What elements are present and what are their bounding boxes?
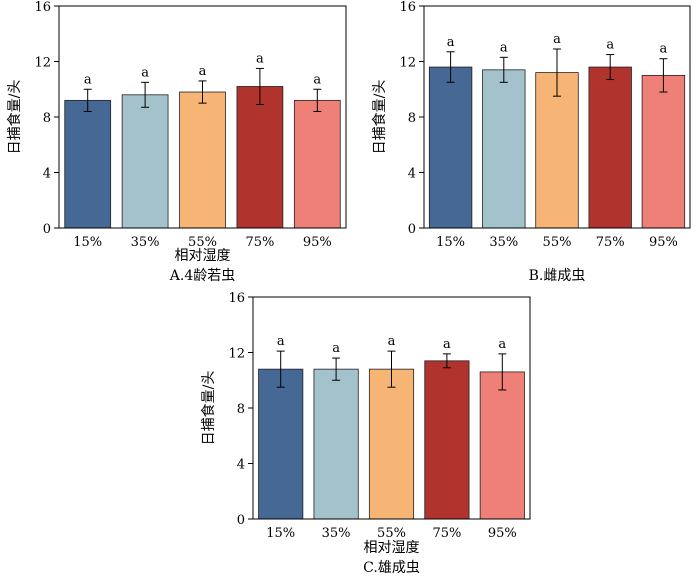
y-axis-title: 日捕食量/头 — [200, 371, 217, 446]
significance-label: a — [199, 64, 207, 79]
y-tick-label: 0 — [237, 513, 245, 528]
x-tick-label: 75% — [245, 235, 274, 250]
y-tick-label: 4 — [237, 458, 245, 473]
panel-caption: C.雄成虫 — [363, 560, 420, 576]
significance-label: a — [332, 341, 340, 356]
x-tick-label: 55% — [188, 235, 217, 250]
x-tick-label: 15% — [73, 235, 102, 250]
x-tick-label: 95% — [488, 526, 517, 541]
y-axis-title: 日捕食量/头 — [371, 80, 388, 155]
y-tick-label: 8 — [43, 111, 51, 126]
x-tick-label: 35% — [131, 235, 160, 250]
x-axis-title: 相对湿度 — [364, 540, 420, 556]
significance-label: a — [660, 42, 668, 57]
y-tick-label: 4 — [43, 167, 51, 182]
y-tick-label: 16 — [228, 291, 245, 306]
bar — [424, 360, 470, 520]
significance-label: a — [606, 38, 614, 53]
x-tick-label: 55% — [543, 235, 572, 250]
bar — [482, 69, 526, 229]
y-tick-label: 16 — [34, 0, 51, 15]
significance-label: a — [84, 72, 92, 87]
significance-label: a — [500, 40, 508, 55]
y-tick-label: 4 — [408, 167, 416, 182]
significance-label: a — [277, 334, 285, 349]
significance-label: a — [388, 334, 396, 349]
y-tick-label: 16 — [399, 0, 416, 15]
chart-panel-b: 0 4 8 12 16 a 15% a 35% a 55% a 75% a 95% 日捕食量/头 B.雌成虫 — [371, 0, 691, 284]
plot-frame — [252, 296, 531, 520]
y-tick-label: 12 — [399, 56, 416, 71]
x-tick-label: 35% — [489, 235, 518, 250]
bar — [313, 368, 359, 520]
significance-label: a — [313, 72, 321, 87]
plot-frame — [423, 5, 691, 229]
y-tick-label: 8 — [408, 111, 416, 126]
bar — [368, 368, 415, 520]
y-tick-label: 0 — [408, 222, 416, 237]
x-tick-label: 75% — [432, 526, 461, 541]
y-tick-label: 12 — [34, 56, 51, 71]
significance-label: a — [553, 32, 561, 47]
x-tick-label: 95% — [649, 235, 678, 250]
significance-label: a — [498, 337, 506, 352]
x-axis-title: 相对湿度 — [175, 248, 231, 264]
bar — [641, 74, 686, 229]
y-tick-label: 8 — [237, 402, 245, 417]
bar — [121, 94, 169, 229]
bar — [236, 86, 284, 229]
y-tick-label: 0 — [43, 222, 51, 237]
bar — [258, 368, 304, 520]
panel-caption: B.雌成虫 — [529, 268, 586, 284]
y-axis-title: 日捕食量/头 — [6, 80, 23, 155]
bar — [588, 66, 632, 229]
bar — [479, 371, 525, 520]
bar — [64, 99, 112, 229]
x-tick-label: 95% — [303, 235, 332, 250]
bar — [428, 66, 473, 229]
x-tick-label: 35% — [322, 526, 351, 541]
plot-frame — [58, 5, 347, 229]
x-tick-label: 15% — [266, 526, 295, 541]
bar — [179, 91, 226, 229]
x-tick-label: 15% — [436, 235, 465, 250]
significance-label: a — [141, 65, 149, 80]
panel-caption: A.4龄若虫 — [169, 268, 235, 284]
significance-label: a — [443, 337, 451, 352]
significance-label: a — [256, 51, 264, 66]
y-tick-label: 12 — [228, 347, 245, 362]
significance-label: a — [447, 35, 455, 50]
bar — [293, 99, 341, 229]
x-tick-label: 55% — [377, 526, 406, 541]
x-tick-label: 75% — [596, 235, 625, 250]
